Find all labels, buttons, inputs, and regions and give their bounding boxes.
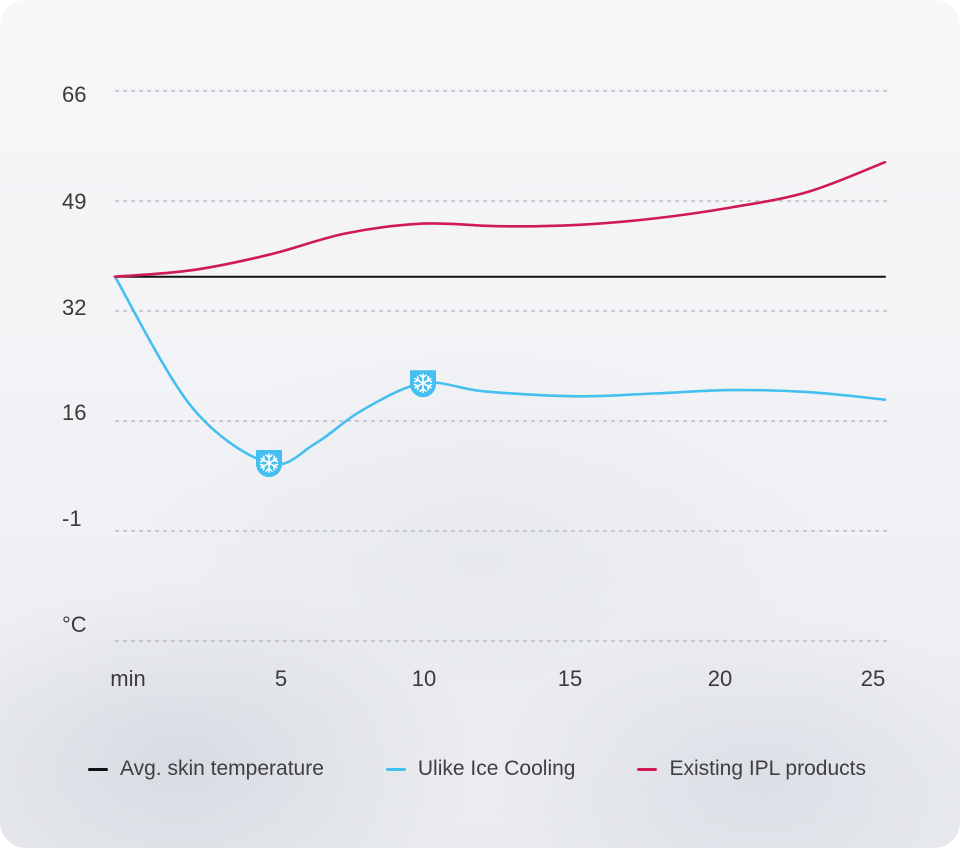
snowflake-tip bbox=[259, 463, 266, 471]
series-line-ulike-ice-cooling bbox=[113, 275, 887, 466]
snowflake-tip bbox=[265, 467, 273, 472]
snowflake-tip bbox=[272, 455, 279, 463]
snowflake-glyph-0 bbox=[259, 453, 279, 473]
y-axis-unit-label: °C bbox=[62, 612, 87, 637]
legend-swatch-skin bbox=[88, 767, 108, 771]
snowflake-tip bbox=[272, 463, 279, 471]
legend-label-ipl: Existing IPL products bbox=[669, 757, 866, 780]
snowflake-arm-0-2 bbox=[259, 455, 279, 471]
x-tick-label-2: 10 bbox=[412, 666, 436, 691]
x-tick-label-3: 15 bbox=[558, 666, 582, 691]
legend-swatch-ipl bbox=[637, 767, 658, 771]
x-tick-label-1: 5 bbox=[275, 666, 287, 691]
y-tick-label-3: 16 bbox=[62, 400, 86, 425]
legend-swatch-ulike bbox=[385, 767, 406, 771]
snowflake-glyph-1 bbox=[413, 373, 433, 393]
legend-label-skin: Avg. skin temperature bbox=[120, 757, 324, 780]
snowflake-icon bbox=[410, 370, 436, 398]
snowflake-tip bbox=[419, 374, 427, 379]
snowflake-tip bbox=[265, 454, 273, 459]
x-tick-label-0: min bbox=[110, 666, 145, 691]
chart-legend: Avg. skin temperature Ulike Ice Cooling … bbox=[88, 754, 866, 784]
snowflake-icon bbox=[256, 450, 282, 478]
snowflake-tip bbox=[426, 383, 433, 391]
legend-item-ulike: Ulike Ice Cooling bbox=[385, 757, 576, 781]
legend-label-ulike: Ulike Ice Cooling bbox=[417, 757, 576, 780]
y-tick-label-2: 32 bbox=[62, 295, 86, 320]
snowflake-tip bbox=[413, 375, 420, 383]
y-tick-label-4: -1 bbox=[62, 506, 82, 531]
snowflake-tip bbox=[419, 387, 427, 392]
snowflake-arm-1-2 bbox=[413, 375, 433, 391]
y-tick-label-0: 66 bbox=[62, 82, 86, 107]
y-tick-label-1: 49 bbox=[62, 189, 86, 214]
legend-item-skin: Avg. skin temperature bbox=[88, 757, 324, 781]
series-line-existing-ipl bbox=[113, 160, 887, 279]
snowflake-tip bbox=[259, 455, 266, 463]
legend-item-ipl: Existing IPL products bbox=[637, 757, 866, 781]
snowflake-tip bbox=[426, 375, 433, 383]
x-tick-label-4: 20 bbox=[708, 666, 732, 691]
snowflake-tip bbox=[413, 383, 420, 391]
x-tick-label-5: 25 bbox=[861, 666, 885, 691]
